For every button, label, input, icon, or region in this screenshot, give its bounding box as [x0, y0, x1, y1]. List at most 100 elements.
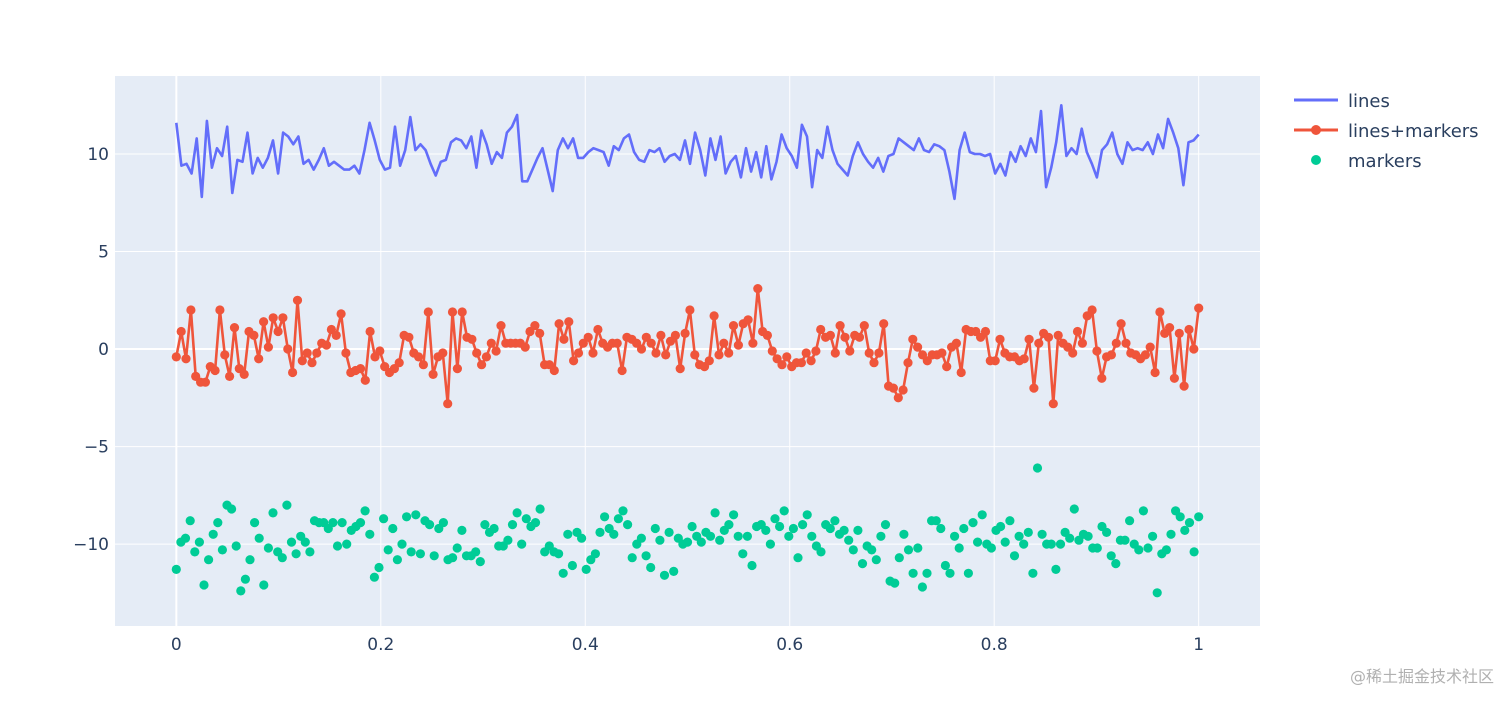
data-point [1009, 551, 1020, 561]
data-point [588, 348, 598, 358]
data-point [249, 330, 259, 340]
data-point [535, 504, 545, 514]
data-point [507, 520, 518, 530]
data-point [908, 568, 918, 578]
data-point [236, 586, 246, 596]
legend-item[interactable]: lines+markers [1294, 121, 1479, 142]
data-point [742, 531, 753, 541]
data-point [204, 555, 214, 565]
data-point [227, 504, 237, 514]
data-point [1019, 354, 1029, 364]
data-point [569, 356, 579, 366]
data-point [332, 541, 343, 551]
data-point [1179, 381, 1189, 391]
legend-label: markers [1348, 151, 1422, 172]
data-point [1024, 334, 1034, 344]
data-point [369, 572, 379, 582]
data-point [913, 543, 923, 553]
data-point [428, 369, 438, 379]
data-point [467, 334, 477, 344]
data-point [840, 332, 850, 342]
data-point [950, 531, 960, 541]
data-point [859, 321, 869, 331]
data-point [990, 356, 1000, 366]
data-point [231, 541, 241, 551]
data-point [1065, 533, 1075, 543]
data-point [583, 332, 593, 342]
data-point [623, 520, 633, 530]
data-point [936, 523, 946, 534]
data-point [1145, 342, 1155, 352]
legend-label: lines [1348, 91, 1390, 112]
data-point [263, 342, 273, 352]
data-point [996, 521, 1006, 532]
data-point [217, 545, 227, 555]
data-point [1175, 512, 1185, 522]
data-point [951, 338, 962, 348]
data-point [355, 364, 366, 374]
data-point [342, 539, 352, 549]
data-point [254, 354, 264, 364]
data-point [288, 367, 298, 378]
data-point [1037, 529, 1047, 539]
data-point [558, 568, 568, 578]
data-point [365, 529, 375, 539]
series-lines [175, 104, 1200, 201]
legend-item[interactable]: lines [1294, 91, 1390, 112]
data-point [282, 500, 292, 510]
data-point [940, 560, 951, 571]
data-point [963, 568, 974, 578]
data-point [477, 360, 487, 370]
data-point [747, 560, 757, 571]
watermark: @稀土掘金技术社区 [1349, 667, 1494, 686]
legend[interactable]: lines lines+markers markers [1294, 91, 1479, 172]
data-point [1161, 545, 1171, 555]
data-point [480, 520, 490, 530]
data-point [1034, 338, 1044, 348]
data-point [573, 348, 584, 358]
data-point [374, 562, 384, 573]
data-point [669, 566, 679, 577]
data-point [457, 307, 467, 317]
data-point [738, 549, 748, 559]
data-point [956, 367, 966, 378]
data-point [496, 321, 506, 331]
y-tick-label: 0 [98, 340, 109, 360]
data-point [503, 535, 513, 545]
data-point [268, 508, 278, 518]
data-point [876, 531, 886, 541]
data-point [595, 527, 605, 538]
data-point [199, 580, 209, 590]
data-point [530, 321, 540, 331]
data-point [250, 518, 260, 528]
data-point [475, 557, 485, 567]
data-point [397, 539, 407, 549]
data-point [278, 313, 288, 323]
series-line [175, 104, 1200, 201]
data-point [1068, 348, 1078, 358]
data-point [1019, 539, 1029, 549]
data-point [559, 334, 569, 344]
data-point [1189, 344, 1199, 354]
data-point [641, 551, 651, 561]
data-point [176, 326, 186, 337]
data-point [879, 319, 889, 329]
data-point [1184, 324, 1194, 335]
data-point [627, 553, 637, 563]
series-layer [171, 104, 1204, 598]
y-axis: 10 5 0 −5 −10 [73, 145, 109, 555]
data-point [1150, 367, 1160, 378]
legend-item[interactable]: markers [1311, 151, 1422, 172]
data-point [254, 533, 264, 543]
data-point [816, 547, 826, 557]
data-point [690, 350, 700, 360]
data-point [365, 326, 375, 337]
data-point [1180, 525, 1190, 536]
data-point [1032, 463, 1043, 473]
data-point [1194, 512, 1204, 522]
data-point [210, 365, 220, 376]
data-point [200, 377, 210, 387]
data-point [715, 535, 725, 545]
data-point [1043, 332, 1054, 342]
